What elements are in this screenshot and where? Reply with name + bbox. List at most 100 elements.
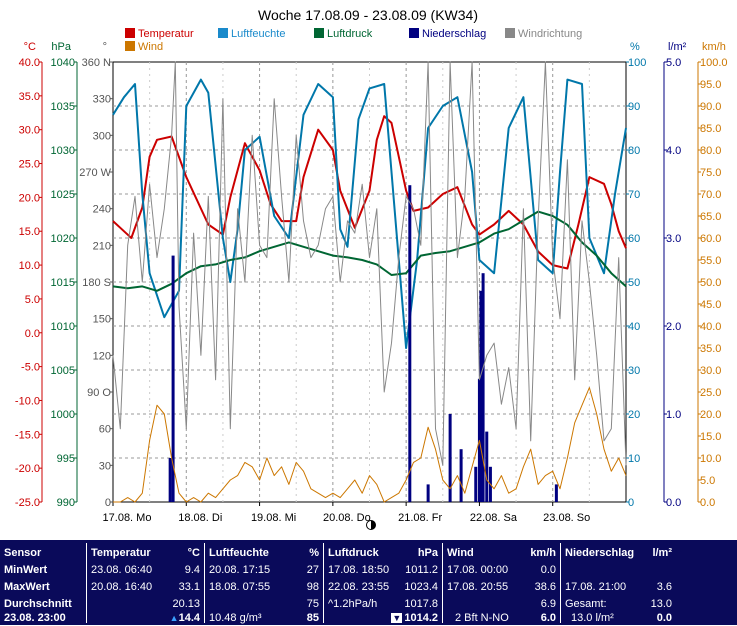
pressure-column: Luftdruck hPa 17.08. 18:50 1011.2 22.08. 2… (324, 543, 443, 624)
legend-swatch (125, 28, 135, 38)
temperature-tick-label: 15.0 (19, 226, 40, 238)
wind_speed-tick-label: 100.0 (700, 57, 728, 69)
wind_direction-tick-label: 270 W (79, 167, 111, 179)
legend-label: Luftdruck (327, 28, 373, 40)
wind_direction-tick-label: 150 (93, 314, 111, 326)
precipitation-bar (485, 431, 489, 502)
temperature-max: 33.1 (178, 581, 200, 593)
wind_direction-tick-label: 210 (93, 240, 111, 252)
precipitation-tick-label: 1.0 (666, 409, 681, 421)
legend-swatch (314, 28, 324, 38)
wind_direction-tick-label: 30 (99, 460, 111, 472)
precipitation-bar (474, 466, 478, 502)
wind-unit: km/h (530, 547, 556, 559)
pressure-tick-label: 1005 (51, 365, 75, 377)
wind_speed-tick-label: 30.0 (700, 365, 721, 377)
wind-max-time: 17.08. 20:55 (447, 581, 509, 593)
pressure-min: 1011.2 (405, 564, 438, 576)
wind_speed-tick-label: 95.0 (700, 79, 721, 91)
humidity-tick-label: 90 (628, 101, 640, 113)
wind_speed-tick-label: 75.0 (700, 167, 721, 179)
precipitation-bar (408, 185, 412, 502)
precipitation-bar (426, 484, 430, 502)
precipitation-unit: l/m² (668, 41, 687, 53)
avg-label: Durchschnitt (4, 598, 72, 610)
wind_direction-tick-label: 330 (93, 94, 111, 106)
temperature-tick-label: 40.0 (19, 57, 40, 69)
wind-min-time: 17.08. 00:00 (447, 564, 509, 576)
wind_speed-tick-label: 35.0 (700, 343, 721, 355)
pressure-unit: hPa (51, 41, 71, 53)
humidity-min: 27 (306, 564, 319, 576)
wind_speed-tick-label: 55.0 (700, 255, 721, 267)
humidity-tick-label: 100 (628, 57, 646, 69)
wind_speed-tick-label: 25.0 (700, 387, 721, 399)
temperature-min-time: 23.08. 06:40 (91, 564, 153, 576)
temperature-tick-label: 20.0 (19, 192, 40, 204)
precipitation-tick-label: 2.0 (666, 321, 681, 333)
wind_speed-tick-label: 90.0 (700, 101, 721, 113)
wind_direction-tick-label: 240 (93, 204, 111, 216)
temperature-header: Temperatur (91, 547, 151, 559)
humidity-tick-label: 20 (628, 409, 640, 421)
temperature-tick-label: -20.0 (15, 463, 40, 475)
legend-label: Temperatur (138, 28, 194, 40)
temperature-tick-label: 25.0 (19, 159, 40, 171)
luftdruck-line (112, 210, 627, 292)
wind-now: 6.0 (540, 612, 556, 624)
temperature-tick-label: 5.0 (25, 294, 40, 306)
temperature-tick-label: -5.0 (21, 362, 40, 374)
rain-max-time: 17.08. 21:00 (565, 581, 627, 593)
x-tick-label: 20.08. Do (323, 512, 371, 524)
wind_direction-tick-label: 120 (93, 350, 111, 362)
pressure-tick-label: 995 (57, 453, 75, 465)
precipitation-tick-label: 3.0 (666, 233, 681, 245)
pressure-max: 1023.4 (404, 581, 438, 593)
x-tick-label: 18.08. Di (178, 512, 222, 524)
wind_speed-tick-label: 70.0 (700, 189, 721, 201)
pressure-tick-label: 990 (57, 497, 75, 509)
temperature-tick-label: 0.0 (25, 328, 40, 340)
wind_speed-tick-label: 80.0 (700, 145, 721, 157)
wind_direction-tick-label: 360 N (82, 57, 111, 69)
rain-max: 3.6 (656, 581, 672, 593)
wind_speed-unit: km/h (702, 41, 726, 53)
pressure-tick-label: 1020 (51, 233, 75, 245)
wind-beaufort: 2 Bft N-NO (455, 612, 509, 624)
wind_speed-tick-label: 50.0 (700, 277, 721, 289)
precipitation-bar (481, 273, 485, 502)
humidity-unit: % (309, 547, 319, 559)
legend-swatch (218, 28, 228, 38)
precipitation-bar (554, 484, 558, 502)
temperature-min: 9.4 (184, 564, 200, 576)
wind_speed-tick-label: 15.0 (700, 431, 721, 443)
temperature-avg: 20.13 (172, 598, 200, 610)
wind_speed-tick-label: 40.0 (700, 321, 721, 333)
wind_speed-tick-label: 60.0 (700, 233, 721, 245)
rain-column: Niederschlag l/m² 17.08. 21:00 3.6 Gesamt:… (561, 543, 676, 624)
temperature-max-time: 20.08. 16:40 (91, 581, 153, 593)
precipitation-tick-label: 5.0 (666, 57, 681, 69)
luftfeuchte-line (112, 78, 627, 349)
pressure-tick-label: 1040 (51, 57, 75, 69)
wind-min: 0.0 (540, 564, 556, 576)
wind_speed-tick-label: 0.0 (700, 497, 715, 509)
rain-now: 0.0 (656, 612, 672, 624)
pressure-tick-label: 1000 (51, 409, 75, 421)
rain-unit: l/m² (652, 547, 672, 559)
humidity-tick-label: 40 (628, 321, 640, 333)
humidity-column: Luftfeuchte% 20.08. 17:15 27 18.08. 07:55… (205, 543, 324, 624)
summary-table: Sensor MinWert MaxWert Durchschnitt 23.0… (0, 540, 737, 625)
x-tick-label: 17.08. Mo (103, 512, 152, 524)
weather-chart: Woche 17.08.09 - 23.08.09 (KW34) Tempera… (15, 7, 728, 530)
precipitation-bar (171, 255, 175, 502)
rain-total: 13.0 (650, 598, 672, 610)
pressure-tick-label: 1025 (51, 189, 75, 201)
pressure-max-time: 22.08. 23:55 (328, 581, 390, 593)
humidity-tick-label: 30 (628, 365, 640, 377)
legend-label: Niederschlag (422, 28, 486, 40)
pressure-min-time: 17.08. 18:50 (328, 564, 390, 576)
legend-label: Luftfeuchte (231, 28, 285, 40)
humidity-tick-label: 80 (628, 145, 640, 157)
humidity-avg: 75 (306, 598, 319, 610)
